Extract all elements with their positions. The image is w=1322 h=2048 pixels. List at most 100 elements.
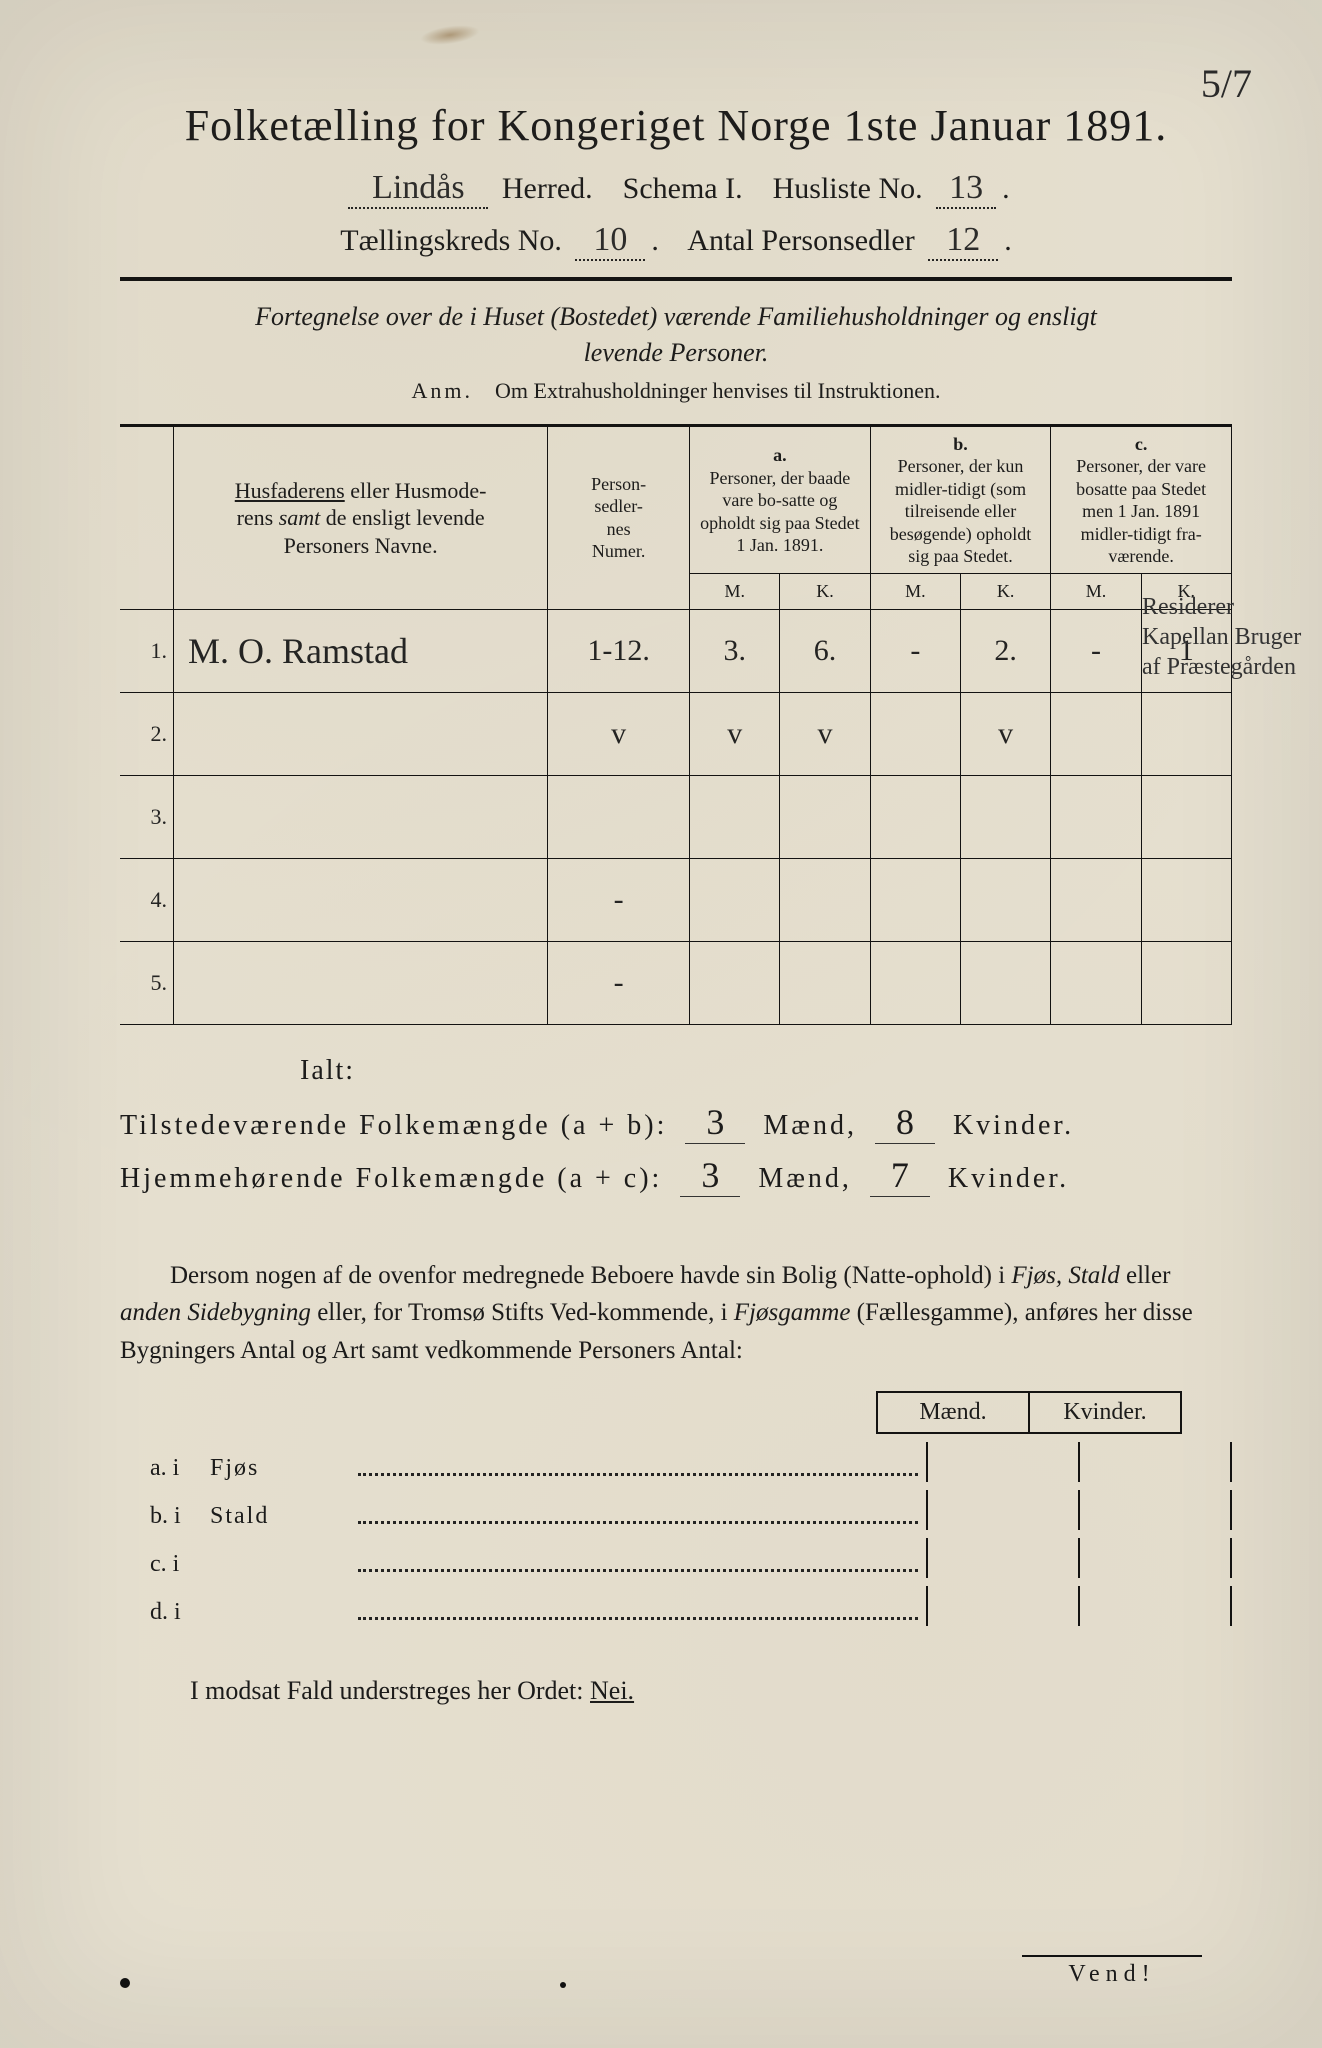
row-letter: b. i [120,1503,210,1530]
outbuilding-table: Mænd. Kvinder. a. iFjøsb. iStaldc. id. i [120,1391,1232,1626]
col-c-header: c. Personer, der vare bosatte paa Stedet… [1051,425,1232,574]
col-num-header: Person- sedler- nes Numer. [548,425,690,609]
row-c-m: - [1051,609,1141,692]
kvinder-label-1: Kvinder. [953,1110,1074,1141]
row-b-m [870,941,960,1024]
row-k-cell [1078,1586,1232,1626]
row-a-k [780,941,870,1024]
mk-kvinder: Kvinder. [1028,1391,1182,1434]
a-text: Personer, der baade vare bo-satte og oph… [700,468,859,556]
page-title: Folketælling for Kongeriget Norge 1ste J… [120,100,1232,151]
row-a-m [690,941,780,1024]
maend-label-1: Mænd, [763,1110,857,1141]
b-label: b. [953,434,968,454]
header-line-2: Tællingskreds No. 10. Antal Personsedler… [120,221,1232,261]
row-b-k [961,941,1051,1024]
outbuilding-row: a. iFjøs [120,1442,1232,1482]
row-b-m: - [870,609,960,692]
a-m: M. [690,574,780,610]
row-a-k [780,858,870,941]
b-k: K. [961,574,1051,610]
mk-maend: Mænd. [876,1391,1028,1434]
h-part5: Personers Navne. [284,533,438,558]
row-a-k: v [780,692,870,775]
row-num [548,775,690,858]
table-row: 1.M. O. Ramstad1-12.3.6.-2.-1 [120,609,1232,692]
a-label: a. [773,445,787,465]
total-present-row: Tilstedeværende Folkemængde (a + b): 3 M… [120,1101,1232,1144]
table-row: 3. [120,775,1232,858]
table-row: 5. - [120,941,1232,1024]
outbuilding-row: d. i [120,1586,1232,1626]
row-k-cell [1078,1538,1232,1578]
nei-pre: I modsat Fald understreges her Ordet: [190,1676,590,1705]
intro-text: Fortegnelse over de i Huset (Bostedet) v… [180,299,1172,372]
ink-dot [120,1978,130,1988]
present-women: 8 [875,1101,935,1144]
herred-label: Herred. [502,172,593,205]
tk-label: Tællingskreds No. [340,224,562,257]
table-row: 4. - [120,858,1232,941]
dotted-line [358,1617,918,1620]
row-a-m: 3. [690,609,780,692]
a-k: K. [780,574,870,610]
paper-smudge [419,22,481,48]
dotted-line [358,1521,918,1524]
row-a-m [690,775,780,858]
row-name [174,692,548,775]
intro-line-1: Fortegnelse over de i Huset (Bostedet) v… [255,302,1097,331]
outbuilding-paragraph: Dersom nogen af de ovenfor medregnede Be… [120,1257,1232,1370]
resident-men: 3 [680,1154,740,1197]
row-a-m [690,858,780,941]
vend-label: Vend! [1022,1955,1202,1988]
row-letter: c. i [120,1551,210,1578]
row-c-k [1141,692,1231,775]
resident-label: Hjemmehørende Folkemængde (a + c): [120,1163,662,1194]
row-a-k: 6. [780,609,870,692]
row-building: Fjøs [210,1455,350,1482]
row-m-cell [926,1490,1078,1530]
row-k-cell [1078,1490,1232,1530]
anm-line: Anm. Om Extrahusholdninger henvises til … [120,378,1232,404]
row-num: v [548,692,690,775]
row-b-m [870,775,960,858]
present-label: Tilstedeværende Folkemængde (a + b): [120,1110,667,1141]
row-num: - [548,941,690,1024]
row-c-m [1051,692,1141,775]
row-number: 2. [120,692,174,775]
husliste-no-value: 13 [936,169,996,209]
anm-text: Om Extrahusholdninger henvises til Instr… [495,378,940,403]
resident-women: 7 [870,1154,930,1197]
row-c-k [1141,941,1231,1024]
row-name [174,941,548,1024]
row-number: 5. [120,941,174,1024]
row-k-cell [1078,1442,1232,1482]
row-number: 4. [120,858,174,941]
mk-header-row: Mænd. Kvinder. [120,1391,1182,1434]
corner-fraction-mark: 5/7 [1201,60,1252,107]
row-c-m [1051,858,1141,941]
maend-label-2: Mænd, [758,1163,852,1194]
row-name: M. O. Ramstad [174,609,548,692]
antal-value: 12 [928,221,998,261]
schema-label: Schema I. [623,172,743,205]
row-m-cell [926,1442,1078,1482]
h-part4: de ensligt levende [320,505,484,530]
col-b-header: b. Personer, der kun midler-tidigt (som … [870,425,1051,574]
row-m-cell [926,1586,1078,1626]
row-m-cell [926,1538,1078,1578]
row-name [174,858,548,941]
header-line-1: Lindås Herred. Schema I. Husliste No. 13… [120,169,1232,209]
row-letter: a. i [120,1455,210,1482]
row-c-k [1141,858,1231,941]
intro-line-2: levende Personer. [584,338,769,367]
nei-line: I modsat Fald understreges her Ordet: Ne… [120,1676,1232,1706]
h-part2: eller Husmode- [345,478,487,503]
col-name-header: Husfaderens eller Husmode- rens samt de … [174,425,548,609]
row-b-k [961,858,1051,941]
row-c-m [1051,775,1141,858]
b-m: M. [870,574,960,610]
col-a-header: a. Personer, der baade vare bo-satte og … [690,425,871,574]
row-num: - [548,858,690,941]
h-husfaderens: Husfaderens [235,478,345,503]
